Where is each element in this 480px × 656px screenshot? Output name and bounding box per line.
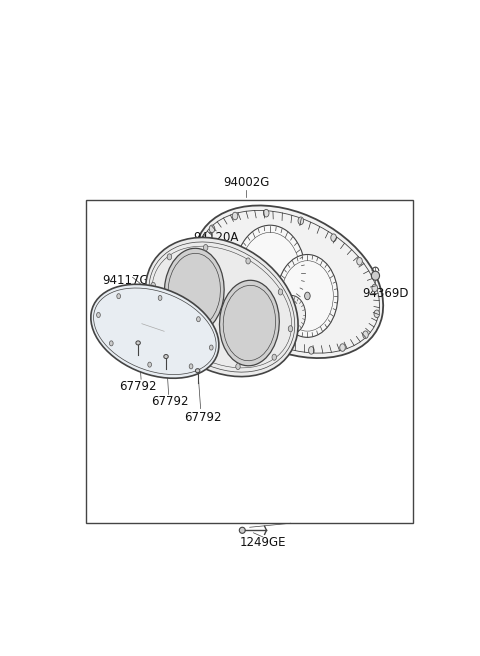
Ellipse shape xyxy=(161,319,166,325)
Ellipse shape xyxy=(209,225,215,233)
Ellipse shape xyxy=(298,217,304,224)
Text: 94120A: 94120A xyxy=(193,232,239,244)
Ellipse shape xyxy=(136,341,140,345)
Ellipse shape xyxy=(145,237,298,377)
Ellipse shape xyxy=(372,284,377,292)
Ellipse shape xyxy=(267,269,274,277)
Ellipse shape xyxy=(357,258,362,265)
Text: 67792: 67792 xyxy=(184,411,222,424)
Ellipse shape xyxy=(198,246,204,253)
Ellipse shape xyxy=(164,248,224,334)
Ellipse shape xyxy=(219,280,279,366)
Ellipse shape xyxy=(289,312,293,318)
Ellipse shape xyxy=(272,354,276,360)
Text: 94117G: 94117G xyxy=(102,274,148,287)
Ellipse shape xyxy=(236,363,240,369)
Ellipse shape xyxy=(288,325,293,332)
Ellipse shape xyxy=(372,271,380,280)
Ellipse shape xyxy=(197,317,200,321)
Ellipse shape xyxy=(194,205,383,358)
Ellipse shape xyxy=(264,209,269,217)
Ellipse shape xyxy=(215,298,221,306)
Ellipse shape xyxy=(158,295,162,300)
Ellipse shape xyxy=(195,369,200,373)
Ellipse shape xyxy=(374,310,380,318)
Ellipse shape xyxy=(164,354,168,359)
Ellipse shape xyxy=(240,527,245,533)
Bar xyxy=(86,200,413,523)
Ellipse shape xyxy=(235,225,305,321)
Ellipse shape xyxy=(340,344,345,352)
Ellipse shape xyxy=(193,350,198,356)
Text: 1249GE: 1249GE xyxy=(240,536,286,549)
Ellipse shape xyxy=(232,212,238,220)
Ellipse shape xyxy=(204,245,208,251)
Ellipse shape xyxy=(117,294,120,298)
Ellipse shape xyxy=(274,339,279,346)
Ellipse shape xyxy=(96,312,100,318)
Ellipse shape xyxy=(277,255,338,337)
Ellipse shape xyxy=(189,364,193,369)
Ellipse shape xyxy=(91,284,219,379)
Ellipse shape xyxy=(278,289,283,295)
Ellipse shape xyxy=(305,292,310,300)
Ellipse shape xyxy=(246,258,251,264)
Ellipse shape xyxy=(363,331,368,338)
Ellipse shape xyxy=(148,362,152,367)
Ellipse shape xyxy=(209,345,213,350)
Ellipse shape xyxy=(151,282,156,289)
Ellipse shape xyxy=(243,282,275,325)
Ellipse shape xyxy=(277,295,306,334)
Ellipse shape xyxy=(109,341,113,346)
Ellipse shape xyxy=(331,234,336,241)
Text: 67792: 67792 xyxy=(151,396,189,409)
Ellipse shape xyxy=(241,322,247,330)
Text: 67792: 67792 xyxy=(120,380,157,394)
Ellipse shape xyxy=(167,254,172,260)
Ellipse shape xyxy=(200,272,205,279)
Text: 94002G: 94002G xyxy=(223,176,269,189)
Text: 94369D: 94369D xyxy=(362,287,409,300)
Ellipse shape xyxy=(309,346,314,354)
Ellipse shape xyxy=(257,300,261,306)
